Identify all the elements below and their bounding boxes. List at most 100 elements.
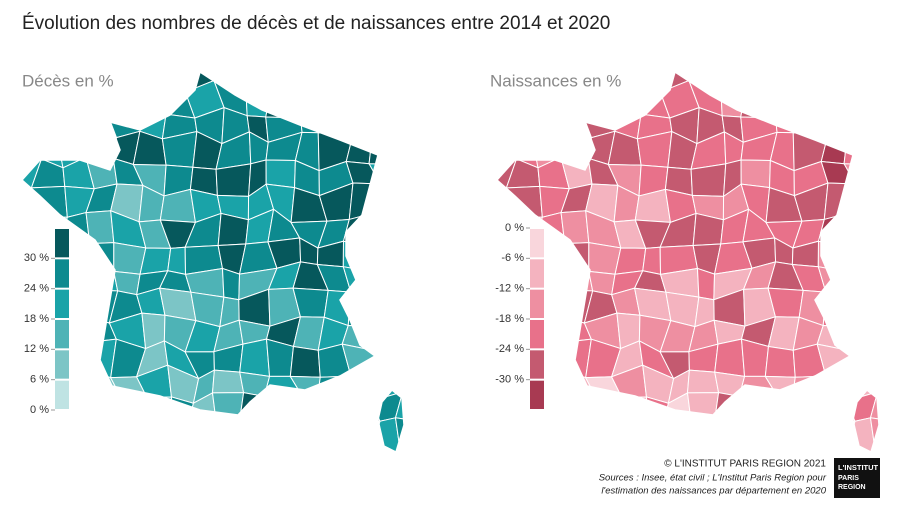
- legend-label: 0 %: [505, 222, 524, 234]
- department: [615, 422, 648, 452]
- department: [347, 291, 372, 327]
- department: [713, 426, 749, 452]
- department: [289, 82, 321, 119]
- country-outline: [20, 70, 405, 454]
- legend-label: 6 %: [30, 374, 49, 386]
- department: [646, 426, 673, 452]
- department: [163, 72, 193, 93]
- department: [843, 163, 876, 190]
- department: [867, 113, 879, 140]
- department: [217, 212, 249, 247]
- department: [55, 423, 92, 452]
- department: [244, 443, 271, 452]
- department: [216, 451, 248, 452]
- department: [740, 159, 771, 189]
- department: [292, 446, 326, 452]
- department: [367, 213, 400, 248]
- department: [844, 72, 879, 92]
- department: [509, 87, 537, 118]
- department: [211, 369, 245, 394]
- department: [713, 392, 749, 432]
- department: [393, 132, 404, 168]
- department: [696, 267, 716, 301]
- copyright: © L'INSTITUT PARIS REGION 2021: [664, 459, 826, 470]
- country-outline: [495, 70, 880, 454]
- department: [790, 72, 824, 88]
- department: [34, 116, 62, 139]
- department: [397, 238, 404, 266]
- legend-swatch: [530, 350, 544, 379]
- logo-text: REGION: [838, 484, 866, 491]
- department: [169, 446, 197, 452]
- department: [266, 423, 294, 451]
- department: [497, 89, 511, 119]
- department: [822, 108, 848, 141]
- department: [869, 78, 879, 118]
- department: [821, 420, 856, 452]
- legends: 30 % 24 % 18 % 12 % 6 % 0 % 0 % -6 % -12 % -18 % -…: [24, 222, 544, 416]
- department: [868, 132, 879, 168]
- department: [843, 291, 879, 328]
- department: [690, 163, 727, 197]
- department: [872, 209, 879, 240]
- department: [371, 341, 404, 369]
- department: [66, 289, 90, 325]
- department: [842, 213, 875, 248]
- department: [55, 444, 92, 452]
- department: [133, 84, 167, 116]
- legend-label: 0 %: [30, 404, 49, 416]
- legend-label: -6 %: [501, 252, 524, 264]
- department: [317, 108, 354, 135]
- legend-label: -30 %: [495, 374, 524, 386]
- department: [367, 237, 404, 274]
- department: [171, 426, 198, 452]
- department: [33, 444, 57, 452]
- department: [110, 454, 141, 482]
- department: [262, 72, 297, 86]
- department: [797, 420, 825, 452]
- department: [872, 188, 879, 224]
- department: [741, 423, 769, 451]
- department: [397, 164, 404, 194]
- department: [211, 392, 245, 428]
- page-title: Évolution des nombres de décès et de nai…: [22, 13, 610, 34]
- department: [317, 375, 352, 404]
- department: [842, 237, 879, 274]
- department: [871, 263, 879, 293]
- legend-swatch: [55, 289, 69, 318]
- department: [560, 210, 590, 245]
- department: [300, 112, 321, 134]
- department: [245, 72, 273, 90]
- legend-swatch: [530, 289, 544, 318]
- department: [540, 317, 566, 345]
- department: [508, 444, 532, 452]
- department: [396, 263, 404, 293]
- department: [370, 110, 404, 141]
- department: [497, 260, 517, 302]
- department: [539, 342, 568, 375]
- department: [509, 116, 537, 139]
- department: [402, 366, 404, 394]
- department: [720, 72, 748, 90]
- department: [497, 104, 516, 139]
- department: [370, 325, 404, 352]
- department: [792, 375, 827, 404]
- legend-swatch: [55, 350, 69, 379]
- department: [877, 324, 879, 352]
- department: [133, 72, 168, 90]
- department: [135, 446, 173, 452]
- department: [692, 212, 724, 247]
- department: [394, 78, 404, 118]
- department: [397, 188, 404, 224]
- legend-swatch: [530, 380, 544, 409]
- department: [592, 390, 623, 424]
- department: [530, 444, 567, 452]
- department: [686, 369, 720, 394]
- department: [289, 345, 321, 378]
- department: [90, 417, 120, 452]
- sources: l'estimation des naissances par départem…: [601, 486, 826, 497]
- department: [267, 443, 295, 452]
- department: [85, 133, 118, 159]
- legend-swatch: [530, 320, 544, 349]
